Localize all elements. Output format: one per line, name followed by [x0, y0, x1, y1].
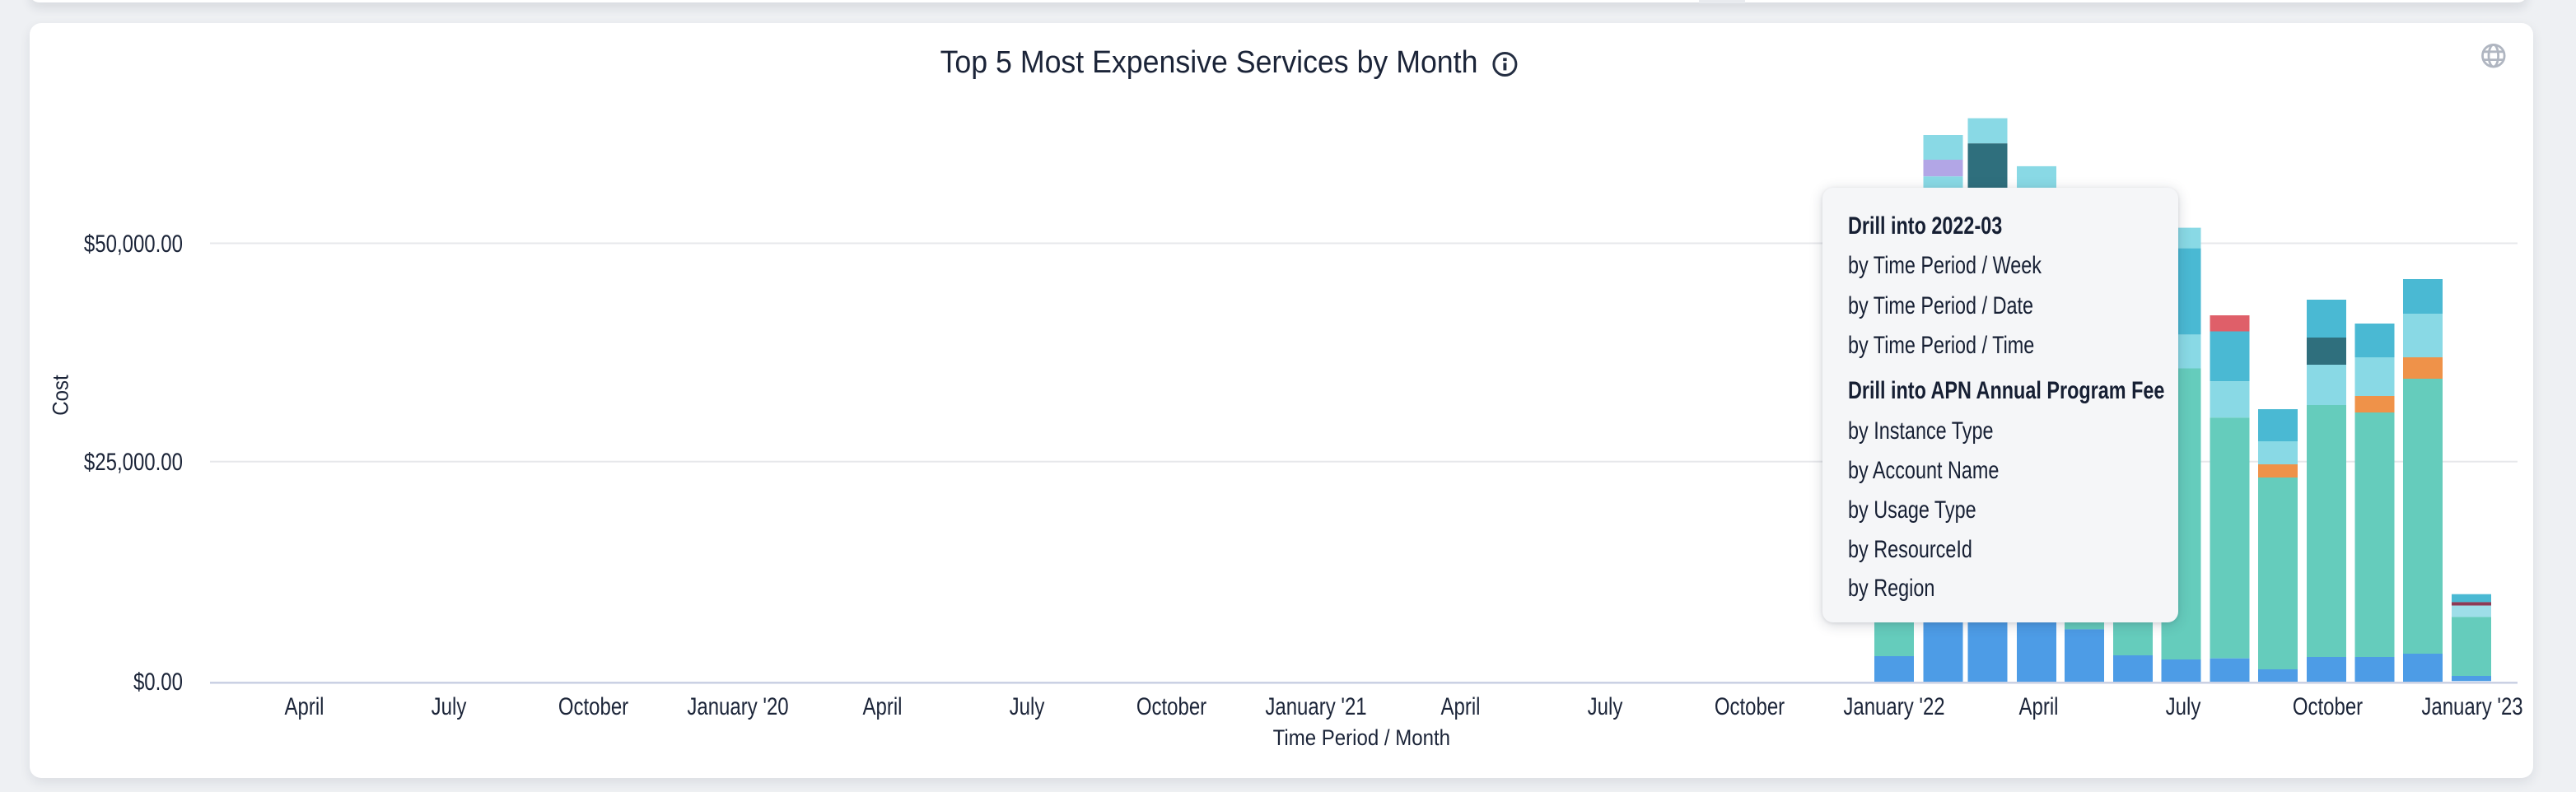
svg-text:April: April	[1441, 692, 1481, 720]
svg-text:April: April	[863, 692, 903, 720]
svg-text:July: July	[2166, 692, 2201, 720]
svg-text:$0.00: $0.00	[133, 667, 183, 695]
svg-text:October: October	[1136, 692, 1206, 720]
svg-text:January '23: January '23	[2421, 692, 2522, 720]
svg-text:October: October	[558, 692, 628, 720]
svg-text:Top 5 Most Expensive Services: Top 5 Most Expensive Services by Month	[940, 44, 1478, 79]
svg-text:October: October	[2293, 692, 2363, 720]
svg-text:January '22: January '22	[1843, 692, 1944, 720]
svg-text:April: April	[285, 692, 324, 720]
svg-text:January '20: January '20	[687, 692, 788, 720]
svg-text:Time Period / Month: Time Period / Month	[1273, 726, 1450, 751]
svg-text:$25,000.00: $25,000.00	[84, 447, 183, 475]
svg-text:July: July	[1010, 692, 1045, 720]
svg-text:July: July	[432, 692, 467, 720]
svg-text:April: April	[2019, 692, 2059, 720]
svg-text:January '21: January '21	[1265, 692, 1366, 720]
svg-text:Cost: Cost	[49, 375, 73, 415]
svg-text:$50,000.00: $50,000.00	[84, 229, 183, 257]
svg-text:July: July	[1588, 692, 1623, 720]
svg-text:October: October	[1715, 692, 1785, 720]
